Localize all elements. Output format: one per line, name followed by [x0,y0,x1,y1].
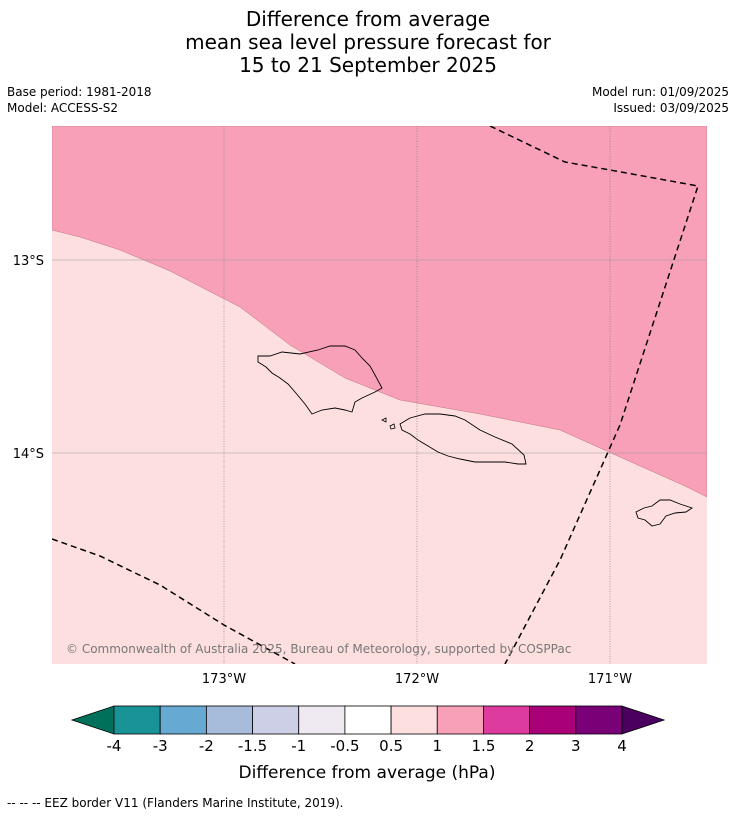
colorbar-segment [483,705,531,735]
anomaly-band-1-to-1-5 [52,126,707,498]
colorbar-segment [298,705,346,735]
colorbar-segment [436,705,484,735]
meta-right: Model run: 01/09/2025 Issued: 03/09/2025 [592,84,729,116]
colorbar-tick-label: 2 [525,737,535,755]
model-run: Model run: 01/09/2025 [591,85,729,99]
copyright-notice: © Commonwealth of Australia 2025, Bureau… [66,642,571,656]
colorbar-tick-label: 3 [571,737,581,755]
colorbar-segment [575,705,623,735]
map-area: © Commonwealth of Australia 2025, Bureau… [52,126,707,664]
upolu-island [399,413,527,465]
colorbar-tick-label: -1 [291,737,306,755]
colorbar-label: Difference from average (hPa) [239,763,496,783]
colorbar-tick-label: 0.5 [379,737,403,755]
meta-left: Base period: 1981-2018 Model: ACCESS-S2 [7,84,152,116]
colorbar: -4 -3 -2 -1.5 -1 -0.5 0.5 1 1.5 2 3 4 [70,705,666,755]
lon-label-173w: 173°W [202,672,246,687]
colorbar-tick-label: -1.5 [238,737,267,755]
colorbar-segment [390,705,438,735]
eez-border-upper [489,126,699,664]
colorbar-tick-label: -3 [153,737,168,755]
model-name: Model: ACCESS-S2 [7,101,119,115]
issued-date: Issued: 03/09/2025 [613,101,729,115]
colorbar-tick-label: -4 [107,737,122,755]
eez-border-lower [52,538,296,664]
map-title: Difference from average mean sea level p… [0,8,736,77]
colorbar-tick-label: -2 [199,737,214,755]
apolima-island [389,423,396,430]
colorbar-tick-label: 4 [617,737,627,755]
eez-footnote: -- -- -- EEZ border V11 (Flanders Marine… [7,796,344,810]
colorbar-tick-label: 1 [432,737,442,755]
title-line-1: Difference from average [245,7,491,31]
colorbar-over-arrow [621,705,666,735]
savaii-island [257,345,383,415]
colorbar-segment [205,705,253,735]
colorbar-segment [529,705,577,735]
forecast-map: © Commonwealth of Australia 2025, Bureau… [13,126,707,783]
lat-label-14s: 14°S [13,447,44,462]
manono-island [381,417,387,423]
lon-label-171w: 171°W [588,672,632,687]
title-line-2: mean sea level pressure forecast for [185,30,551,54]
colorbar-segment [252,705,300,735]
colorbar-segment [344,705,392,735]
title-line-3: 15 to 21 September 2025 [239,53,497,77]
colorbar-tick-label: 1.5 [472,737,496,755]
base-period: Base period: 1981-2018 [7,85,152,99]
colorbar-tick-label: -0.5 [330,737,359,755]
lat-label-13s: 13°S [13,254,44,269]
colorbar-segment [113,705,161,735]
tutuila-island [635,499,694,527]
lon-label-172w: 172°W [395,672,439,687]
colorbar-segment [159,705,207,735]
colorbar-under-arrow [70,705,115,735]
